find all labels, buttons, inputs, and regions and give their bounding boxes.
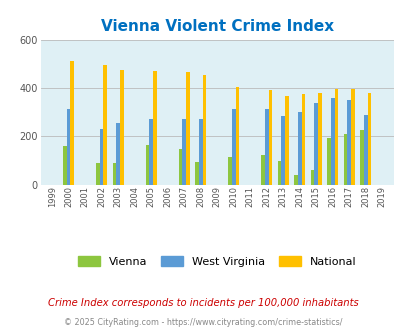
Bar xyxy=(113,163,116,185)
Bar xyxy=(67,109,70,185)
Bar xyxy=(284,96,288,185)
Bar xyxy=(182,119,185,185)
Bar xyxy=(96,163,100,185)
Bar xyxy=(228,157,231,185)
Bar xyxy=(277,161,281,185)
Text: © 2025 CityRating.com - https://www.cityrating.com/crime-statistics/: © 2025 CityRating.com - https://www.city… xyxy=(64,318,341,327)
Bar xyxy=(317,93,321,185)
Bar xyxy=(149,119,153,185)
Bar xyxy=(367,93,370,185)
Bar xyxy=(326,138,330,185)
Bar xyxy=(261,154,264,185)
Bar xyxy=(301,94,305,185)
Bar xyxy=(145,145,149,185)
Bar xyxy=(198,119,202,185)
Legend: Vienna, West Virginia, National: Vienna, West Virginia, National xyxy=(73,251,360,271)
Bar xyxy=(294,175,297,185)
Title: Vienna Violent Crime Index: Vienna Violent Crime Index xyxy=(100,19,333,34)
Bar xyxy=(334,89,337,185)
Bar xyxy=(313,103,317,185)
Bar xyxy=(350,89,354,185)
Bar xyxy=(178,148,182,185)
Bar xyxy=(63,146,67,185)
Bar xyxy=(153,71,156,185)
Bar xyxy=(297,112,301,185)
Bar xyxy=(235,87,239,185)
Bar xyxy=(231,109,235,185)
Bar xyxy=(347,100,350,185)
Bar xyxy=(202,75,206,185)
Bar xyxy=(268,90,271,185)
Bar xyxy=(264,109,268,185)
Bar xyxy=(343,134,347,185)
Bar xyxy=(103,65,107,185)
Bar xyxy=(185,72,189,185)
Bar xyxy=(363,115,367,185)
Bar xyxy=(359,130,363,185)
Bar xyxy=(310,170,313,185)
Bar xyxy=(195,162,198,185)
Bar xyxy=(116,123,120,185)
Bar xyxy=(70,61,74,185)
Text: Crime Index corresponds to incidents per 100,000 inhabitants: Crime Index corresponds to incidents per… xyxy=(47,298,358,308)
Bar xyxy=(120,70,123,185)
Bar xyxy=(330,98,334,185)
Bar xyxy=(281,116,284,185)
Bar xyxy=(100,129,103,185)
